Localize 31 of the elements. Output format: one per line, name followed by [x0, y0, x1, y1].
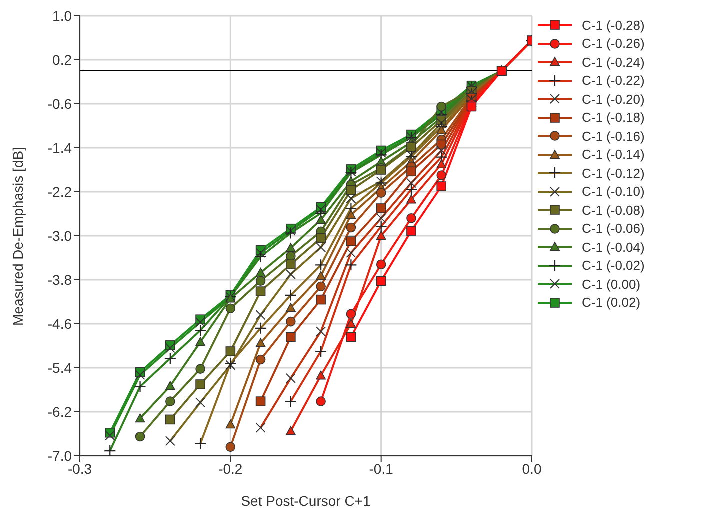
- legend-label: C-1 (-0.04): [582, 240, 645, 255]
- legend-label: C-1 (-0.22): [582, 73, 645, 88]
- y-tick-label: 1.0: [52, 8, 72, 24]
- y-tick-label: -4.6: [48, 316, 72, 332]
- x-axis-title: Set Post-Cursor C+1: [241, 493, 371, 509]
- y-tick-label: -0.6: [48, 96, 72, 112]
- y-tick-label: -3.0: [48, 228, 72, 244]
- legend-label: C-1 (-0.02): [582, 258, 645, 274]
- legend-label: C-1 (0.00): [582, 276, 641, 292]
- legend-label: C-1 (-0.20): [582, 92, 645, 107]
- legend-label: C-1 (-0.16): [582, 128, 645, 144]
- y-axis-title: Measured De-Emphasis [dB]: [10, 147, 26, 326]
- x-tick-label: -0.1: [369, 460, 394, 477]
- legend-label: C-1 (-0.28): [582, 18, 645, 33]
- y-tick-label: -3.8: [48, 272, 72, 288]
- legend-label: C-1 (-0.06): [582, 221, 645, 236]
- legend-label: C-1 (-0.12): [582, 166, 645, 181]
- y-tick-label: -2.2: [48, 184, 72, 200]
- y-tick-label: -1.4: [48, 140, 72, 156]
- legend-label: C-1 (-0.14): [582, 147, 645, 162]
- legend-label: C-1 (-0.10): [582, 184, 645, 200]
- legend-label: C-1 (-0.08): [582, 202, 645, 218]
- legend-label: C-1 (-0.26): [582, 36, 645, 52]
- y-tick-label: -6.2: [48, 404, 72, 420]
- legend-label: C-1 (-0.24): [582, 54, 645, 70]
- y-tick-label: 0.2: [52, 52, 72, 68]
- x-tick-label: 0.0: [522, 460, 542, 477]
- legend-label: C-1 (-0.18): [582, 110, 645, 126]
- y-tick-label: -5.4: [48, 360, 72, 376]
- x-tick-label: -0.2: [218, 460, 243, 477]
- legend-label: C-1 (0.02): [582, 295, 641, 310]
